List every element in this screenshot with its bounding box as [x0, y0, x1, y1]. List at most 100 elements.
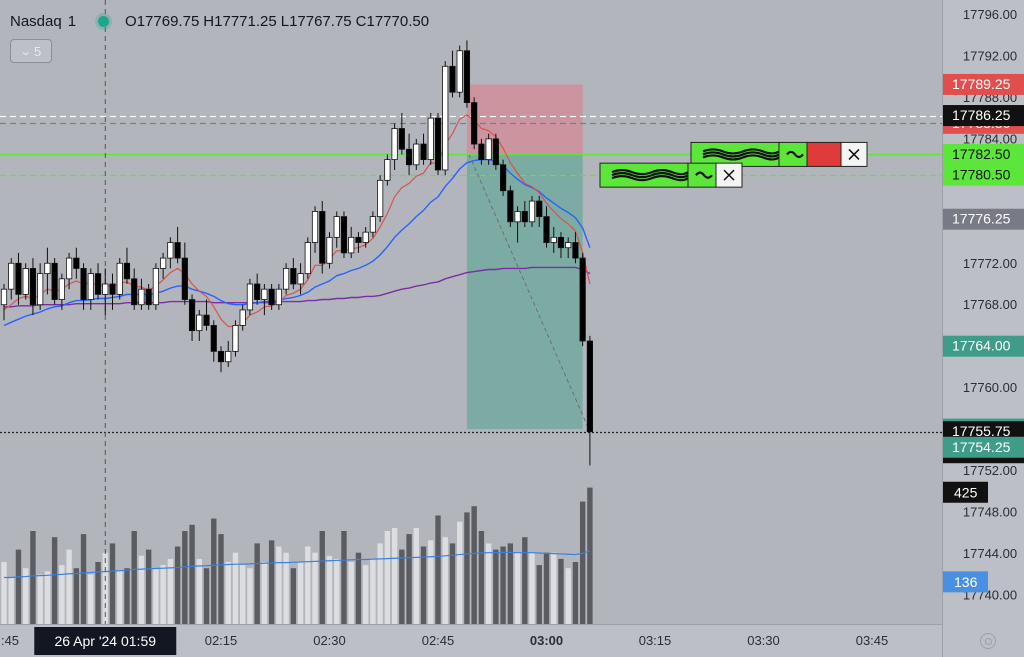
candle-down	[420, 143, 427, 161]
candle-up	[550, 236, 557, 243]
volume-bar	[514, 552, 521, 624]
redacted-scribble	[611, 172, 689, 179]
candle-down	[579, 257, 586, 342]
time-tick-label: 02:15	[205, 633, 238, 648]
price-axis-label-text: 17782.50	[952, 146, 1011, 162]
volume-bar	[254, 543, 260, 624]
time-tick-label: 02:30	[313, 633, 346, 648]
candle-up	[239, 309, 246, 326]
candle-down	[398, 128, 405, 150]
volume-bar	[297, 562, 304, 624]
crosshair-date-text: 26 Apr '24 01:59	[54, 633, 156, 649]
candle-down	[188, 299, 196, 332]
volume-bar	[80, 534, 87, 624]
candle-up	[160, 257, 167, 269]
volume-bar	[572, 562, 579, 624]
candle-up	[138, 288, 145, 306]
volume-bar	[464, 512, 470, 624]
volume-bar	[543, 552, 550, 624]
price-axis-label	[943, 105, 1024, 127]
candle-down	[123, 262, 131, 280]
redacted-scribble	[702, 154, 780, 161]
candle-down	[80, 268, 87, 300]
time-tick-label: :45	[1, 633, 19, 648]
candle-down	[254, 283, 261, 300]
candle-down	[319, 211, 326, 264]
candle-down	[492, 138, 499, 166]
volume-bar	[131, 531, 137, 624]
legend-header: Nasdaq 1 O 17769.75 H 17771.25 L 17767.75 C…	[10, 9, 433, 33]
position-path-line	[468, 154, 591, 432]
volume-bar	[232, 552, 239, 624]
candle-down	[434, 117, 442, 171]
volume-bar	[420, 546, 427, 624]
volume-bar	[399, 549, 405, 624]
time-tick-label: 03:30	[747, 633, 780, 648]
open-value: 17769.75	[136, 12, 200, 30]
redacted-scribble	[611, 169, 689, 176]
volume-bar	[109, 543, 116, 624]
candle-up	[37, 273, 44, 306]
candle-up	[348, 236, 355, 254]
price-axis-label	[943, 335, 1024, 357]
candle-down	[355, 236, 362, 243]
candle-up	[87, 273, 94, 300]
indicator-count: 5	[33, 43, 42, 59]
candle-down	[15, 262, 22, 295]
candle-up	[304, 242, 311, 275]
candle-up	[246, 283, 254, 311]
volume-bar	[522, 537, 528, 624]
volume-axis-label-text: 425	[954, 484, 978, 500]
price-tick-label: 17760.00	[963, 380, 1017, 395]
volume-bar	[587, 487, 593, 624]
redacted-scribble	[702, 151, 780, 158]
candle-down	[109, 283, 116, 295]
candle-up	[485, 138, 492, 161]
candle-down	[572, 242, 579, 259]
volume-bar	[384, 531, 391, 624]
order-upper[interactable]	[690, 141, 868, 167]
candle-up	[333, 216, 340, 238]
candle-down	[507, 190, 514, 223]
interval-label[interactable]: 1	[67, 12, 77, 30]
candle-up	[275, 288, 282, 306]
collapse-indicators-button[interactable]: ⌄ 5	[10, 39, 52, 63]
volume-bar	[529, 552, 535, 624]
candle-up	[362, 231, 369, 243]
candle-down	[478, 143, 485, 161]
price-tick-label: 17796.00	[963, 7, 1017, 22]
settings-icon[interactable]	[980, 633, 996, 649]
volume-bar	[218, 534, 224, 624]
low-label: L	[280, 12, 290, 30]
price-axis-label-text: 17786.25	[952, 107, 1011, 123]
candle-up	[22, 268, 29, 295]
volume-axis-label-text: 136	[954, 574, 978, 590]
price-tick-label: 17752.00	[963, 463, 1017, 478]
volume-bar	[160, 565, 166, 624]
volume-bar	[240, 565, 246, 624]
price-axis-label	[943, 164, 1024, 186]
order-risk-box[interactable]	[806, 141, 842, 167]
volume-bar	[153, 568, 159, 624]
candle-down	[586, 340, 594, 433]
volume-bar	[442, 537, 448, 624]
candle-up	[66, 257, 73, 280]
volume-bar	[203, 568, 210, 624]
volume-bar	[449, 543, 456, 624]
volume-bar	[88, 574, 94, 624]
volume-bar	[457, 521, 463, 624]
price-tick-label: 17772.00	[963, 256, 1017, 271]
order-lower[interactable]	[599, 162, 743, 188]
price-axis-label-text: 17754.25	[952, 439, 1011, 455]
price-tick-label: 17792.00	[963, 48, 1017, 63]
candle-up	[261, 288, 268, 300]
take-profit-zone[interactable]	[466, 154, 583, 430]
volume-bar	[391, 527, 398, 624]
price-tick-label: 17768.00	[963, 297, 1017, 312]
candle-down	[557, 236, 565, 249]
symbol-name[interactable]: Nasdaq	[10, 12, 62, 30]
candle-up	[514, 211, 521, 223]
volume-bar	[44, 571, 51, 624]
